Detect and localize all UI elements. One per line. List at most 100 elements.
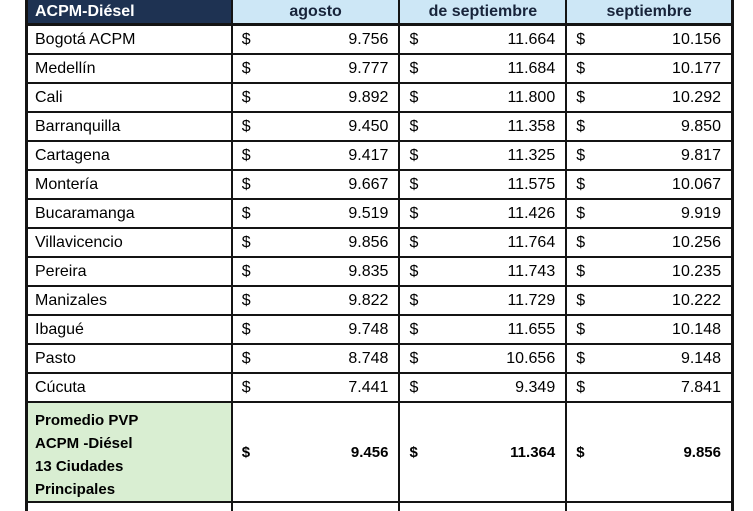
price-cell: $10.222 <box>567 287 731 316</box>
summary-price-value: 9.456 <box>350 443 389 461</box>
price-cell: $11.729 <box>400 287 568 316</box>
price-value: 10.292 <box>672 88 721 106</box>
empty-cell <box>400 503 568 511</box>
empty-cell <box>567 503 731 511</box>
currency-symbol: $ <box>241 320 251 338</box>
city-name: Pereira <box>28 258 233 287</box>
price-cell: $10.156 <box>567 26 731 55</box>
price-cell: $7.841 <box>567 374 731 403</box>
price-cell: $11.684 <box>400 55 568 84</box>
price-cell: $11.575 <box>400 171 568 200</box>
city-name: Manizales <box>28 287 233 316</box>
currency-symbol: $ <box>576 320 586 338</box>
price-table: ACPM-Diésel agosto de septiembre septiem… <box>25 0 734 511</box>
city-name: Medellín <box>28 55 233 84</box>
price-cell: $11.664 <box>400 26 568 55</box>
column-header-septiembre: septiembre <box>567 0 732 26</box>
summary-label: Promedio PVP ACPM -Diésel 13 Ciudades Pr… <box>28 403 233 503</box>
table-row: Bogotá ACPM $9.756 $11.664 $10.156 <box>28 26 731 55</box>
table-row: Villavicencio $9.856 $11.764 $10.256 <box>28 229 731 258</box>
price-value: 11.664 <box>507 30 556 48</box>
currency-symbol: $ <box>241 30 251 48</box>
price-cell: $9.450 <box>232 113 401 142</box>
price-cell: $11.358 <box>400 113 568 142</box>
price-value: 9.748 <box>348 320 389 338</box>
column-header-agosto: agosto <box>232 0 401 26</box>
currency-symbol: $ <box>576 443 585 461</box>
price-value: 9.777 <box>348 59 389 77</box>
currency-symbol: $ <box>241 175 251 193</box>
city-name: Bucaramanga <box>28 200 233 229</box>
currency-symbol: $ <box>576 117 586 135</box>
price-value: 9.850 <box>680 117 721 135</box>
currency-symbol: $ <box>409 59 419 77</box>
currency-symbol: $ <box>409 117 419 135</box>
table-row: Cartagena $9.417 $11.325 $9.817 <box>28 142 731 171</box>
currency-symbol: $ <box>576 378 586 396</box>
price-cell: $9.148 <box>567 345 731 374</box>
price-value: 9.349 <box>515 378 556 396</box>
price-value: 9.892 <box>348 88 389 106</box>
currency-symbol: $ <box>576 146 586 164</box>
price-value: 11.800 <box>507 88 556 106</box>
price-value: 11.764 <box>507 233 556 251</box>
price-value: 11.426 <box>507 204 556 222</box>
city-name: Montería <box>28 171 233 200</box>
price-cell: $11.426 <box>400 200 568 229</box>
price-cell: $11.325 <box>400 142 568 171</box>
table-row: Ibagué $9.748 $11.655 $10.148 <box>28 316 731 345</box>
price-cell: $10.148 <box>567 316 731 345</box>
currency-symbol: $ <box>409 204 419 222</box>
table-row: Manizales $9.822 $11.729 $10.222 <box>28 287 731 316</box>
price-cell: $9.756 <box>232 26 401 55</box>
currency-symbol: $ <box>241 262 251 280</box>
price-value: 10.256 <box>672 233 721 251</box>
price-value: 11.655 <box>507 320 556 338</box>
price-value: 11.325 <box>507 146 556 164</box>
price-value: 9.417 <box>348 146 389 164</box>
price-value: 9.519 <box>348 204 389 222</box>
city-name: Ibagué <box>28 316 233 345</box>
price-cell: $9.349 <box>400 374 568 403</box>
summary-label-line: 13 Ciudades <box>35 458 124 475</box>
price-value: 8.748 <box>348 349 389 367</box>
table-row: Pasto $8.748 $10.656 $9.148 <box>28 345 731 374</box>
currency-symbol: $ <box>409 146 419 164</box>
price-cell: $9.417 <box>232 142 401 171</box>
price-cell: $9.667 <box>232 171 401 200</box>
currency-symbol: $ <box>409 175 419 193</box>
price-value: 7.441 <box>348 378 389 396</box>
price-cell: $8.748 <box>232 345 401 374</box>
price-cell: $9.519 <box>232 200 401 229</box>
currency-symbol: $ <box>409 320 419 338</box>
table-title-cell: ACPM-Diésel <box>28 0 233 26</box>
price-cell: $9.892 <box>232 84 401 113</box>
currency-symbol: $ <box>241 378 251 396</box>
city-name: Cúcuta <box>28 374 233 403</box>
price-value: 9.756 <box>348 30 389 48</box>
price-value: 11.729 <box>507 291 556 309</box>
price-value: 10.222 <box>672 291 721 309</box>
currency-symbol: $ <box>576 349 586 367</box>
currency-symbol: $ <box>241 59 251 77</box>
summary-label-line: ACPM -Diésel <box>35 435 133 452</box>
currency-symbol: $ <box>241 88 251 106</box>
currency-symbol: $ <box>409 378 419 396</box>
price-cell: $9.748 <box>232 316 401 345</box>
price-value: 9.148 <box>680 349 721 367</box>
city-name: Cartagena <box>28 142 233 171</box>
currency-symbol: $ <box>576 291 586 309</box>
price-cell: $9.856 <box>232 229 401 258</box>
price-cell: $7.441 <box>232 374 401 403</box>
price-cell: $11.764 <box>400 229 568 258</box>
currency-symbol: $ <box>241 146 251 164</box>
price-value: 9.817 <box>680 146 721 164</box>
price-cell: $9.817 <box>567 142 731 171</box>
city-name: Cali <box>28 84 233 113</box>
summary-price-cell: $9.856 <box>567 403 731 503</box>
table-row: Cúcuta $7.441 $9.349 $7.841 <box>28 374 731 403</box>
currency-symbol: $ <box>241 291 251 309</box>
price-value: 10.067 <box>672 175 721 193</box>
price-cell: $9.777 <box>232 55 401 84</box>
